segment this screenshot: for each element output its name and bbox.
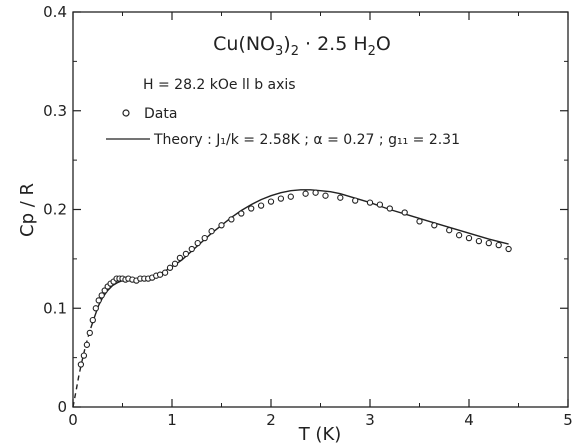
data-point <box>86 329 93 337</box>
data-point <box>208 228 215 235</box>
data-point <box>166 264 174 271</box>
x-tick-label: 5 <box>563 411 572 429</box>
title-sub-1: 3 <box>275 44 283 59</box>
data-point <box>267 198 275 205</box>
data-point <box>495 241 502 249</box>
data-point <box>257 202 265 209</box>
x-tick-label: 0 <box>68 411 78 429</box>
x-tick-label: 3 <box>365 411 375 429</box>
x-tick-label: 4 <box>464 411 474 429</box>
data-point <box>302 190 309 197</box>
data-point <box>352 197 359 204</box>
data-point <box>287 193 294 200</box>
data-point <box>366 199 374 206</box>
axis-tick-labels: 0 1 2 3 4 500.10.20.30.4 <box>43 3 572 429</box>
series-layer <box>72 189 512 408</box>
data-point <box>465 234 473 242</box>
data-point <box>455 232 463 239</box>
x-tick-label: 2 <box>266 411 276 429</box>
title-close: ) <box>283 33 290 55</box>
data-point <box>312 189 319 196</box>
data-point <box>194 239 201 247</box>
data-point <box>485 239 492 247</box>
theory-curve <box>90 189 509 329</box>
data-point <box>322 192 329 199</box>
data-point <box>505 245 512 253</box>
data-point <box>218 222 225 229</box>
theory-curve-dashed <box>72 327 92 408</box>
chart-title: Cu(NO3)2 · 2.5 H2O <box>213 33 391 59</box>
y-tick-label: 0.2 <box>43 201 67 219</box>
data-point <box>386 205 393 212</box>
data-point <box>238 210 245 217</box>
axis-ticks <box>72 11 569 408</box>
data-point <box>77 361 85 368</box>
data-point <box>101 287 108 294</box>
data-point <box>431 222 438 229</box>
title-sub-2: 2 <box>291 44 299 59</box>
data-point <box>89 316 96 324</box>
plot-frame <box>72 11 569 408</box>
data-point <box>188 245 195 253</box>
legend: Data Theory : J₁/k = 2.58K ; α = 0.27 ; … <box>106 106 460 148</box>
data-point <box>446 227 453 234</box>
data-point <box>182 250 190 258</box>
title-end: O <box>376 33 391 55</box>
data-point <box>156 271 164 278</box>
data-point <box>92 305 99 312</box>
data-point <box>98 292 105 299</box>
data-point <box>401 209 408 216</box>
y-axis-title: Cp / R <box>17 183 38 237</box>
data-point <box>475 237 483 245</box>
chart-subtitle: H = 28.2 kOe ll b axis <box>143 77 296 93</box>
title-base: Cu(NO <box>213 33 275 55</box>
data-point <box>201 234 208 242</box>
data-point <box>248 205 255 212</box>
data-point <box>277 195 285 202</box>
data-point <box>83 341 91 348</box>
legend-data-marker <box>122 109 130 117</box>
title-sub-3: 2 <box>368 44 376 59</box>
y-tick-label: 0 <box>57 398 67 416</box>
legend-theory-label: Theory : J₁/k = 2.58K ; α = 0.27 ; g₁₁ =… <box>153 132 460 148</box>
data-point <box>416 218 423 225</box>
data-point <box>171 260 179 267</box>
y-tick-label: 0.3 <box>43 102 67 120</box>
y-tick-label: 0.4 <box>43 3 67 21</box>
data-point <box>161 269 169 276</box>
data-point <box>95 297 102 304</box>
x-axis-title: T (K) <box>298 424 342 445</box>
legend-data-label: Data <box>144 106 177 122</box>
x-tick-label: 1 <box>167 411 177 429</box>
data-point <box>337 194 344 201</box>
data-point <box>176 254 184 262</box>
data-point <box>80 352 88 359</box>
title-rest: · 2.5 H <box>299 33 368 55</box>
data-point <box>376 201 384 208</box>
data-point <box>228 216 235 223</box>
y-tick-label: 0.1 <box>43 299 67 317</box>
